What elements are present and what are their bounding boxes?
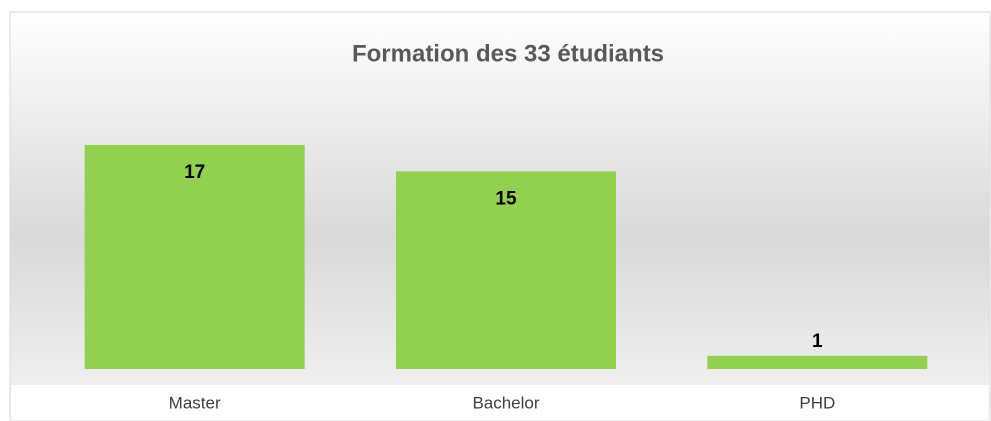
bar bbox=[707, 355, 928, 369]
data-label: 15 bbox=[495, 188, 517, 209]
x-tick-label: Master bbox=[169, 393, 221, 412]
chart-title: Formation des 33 étudiants bbox=[352, 40, 664, 67]
bar bbox=[84, 145, 305, 369]
x-tick-label: PHD bbox=[799, 393, 835, 412]
x-tick-label: Bachelor bbox=[472, 393, 539, 412]
data-label: 1 bbox=[812, 331, 823, 352]
bar bbox=[396, 171, 616, 369]
axis-band bbox=[11, 385, 989, 420]
data-label: 17 bbox=[184, 162, 205, 183]
